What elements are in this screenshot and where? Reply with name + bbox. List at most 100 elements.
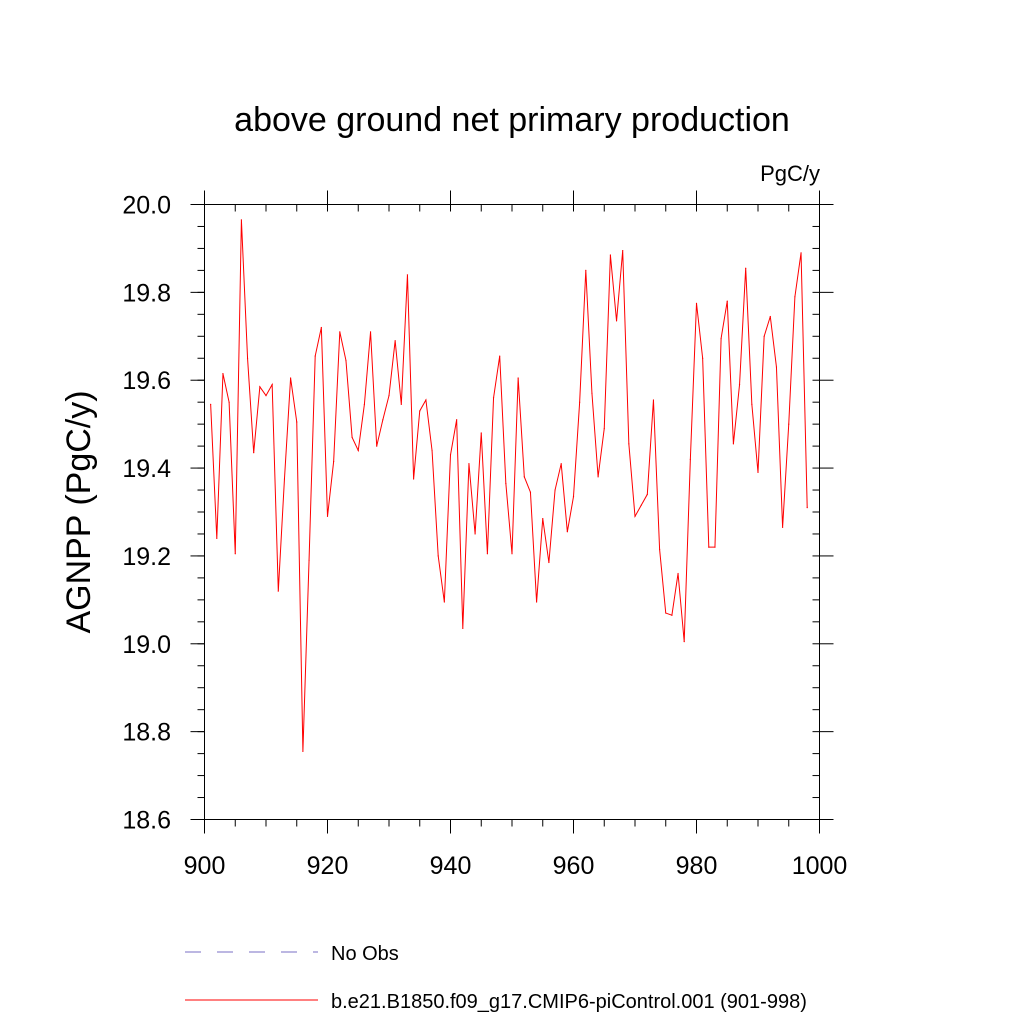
- y-tick-label: 19.0: [122, 631, 171, 659]
- y-tick-label: 19.8: [122, 279, 171, 307]
- data-point-970: [634, 515, 636, 517]
- data-point-912: [277, 590, 279, 592]
- data-point-953: [529, 491, 532, 493]
- data-point-943: [468, 463, 470, 465]
- data-point-984: [720, 337, 722, 340]
- x-tick-label: 980: [676, 852, 718, 880]
- data-point-994: [782, 526, 784, 528]
- data-point-950: [511, 553, 513, 555]
- data-point-936: [425, 399, 427, 401]
- data-point-969: [628, 443, 630, 445]
- data-point-938: [437, 555, 439, 557]
- data-point-963: [591, 392, 593, 394]
- y-axis-label: AGNPP (PgC/y): [60, 390, 98, 633]
- data-point-960: [572, 496, 575, 498]
- data-point-997: [800, 252, 802, 254]
- data-point-977: [677, 572, 679, 575]
- data-point-991: [763, 335, 765, 337]
- legend-label-picontrol: b.e21.B1850.f09_g17.CMIP6-piControl.001 …: [331, 991, 807, 1013]
- data-point-967: [615, 320, 618, 322]
- x-tick-label: 920: [307, 852, 349, 880]
- data-point-992: [769, 315, 771, 318]
- data-point-911: [271, 384, 273, 386]
- plot-frame: [204, 204, 820, 820]
- data-point-902: [216, 537, 218, 539]
- data-point-989: [751, 403, 753, 405]
- axis-ticks: [190, 190, 834, 834]
- data-point-978: [683, 640, 685, 643]
- axis-tick-labels: 900 920 940 960 980 1000 18.6 18.8 19.0 19.2 19.4 1…: [122, 192, 847, 881]
- data-point-987: [738, 384, 741, 386]
- data-point-961: [579, 401, 581, 403]
- data-point-975: [665, 612, 667, 614]
- data-point-949: [505, 482, 507, 485]
- data-point-942: [462, 627, 464, 630]
- data-series: [210, 219, 808, 753]
- data-point-930: [388, 394, 390, 397]
- units-label: PgC/y: [760, 161, 820, 186]
- data-point-917: [308, 559, 310, 561]
- legend: No Obs b.e21.B1850.f09_g17.CMIP6-piContr…: [185, 943, 807, 1013]
- x-tick-label: 940: [430, 852, 472, 880]
- data-point-948: [499, 355, 501, 357]
- y-tick-label: 19.4: [122, 455, 171, 483]
- data-point-985: [726, 300, 728, 302]
- data-point-934: [413, 478, 415, 480]
- data-point-947: [492, 397, 495, 399]
- data-point-926: [363, 403, 365, 405]
- data-point-913: [283, 478, 286, 480]
- data-point-945: [480, 432, 482, 434]
- data-point-952: [523, 476, 525, 478]
- data-point-951: [517, 377, 519, 379]
- y-tick-label: 19.2: [122, 543, 171, 571]
- chart-title: above ground net primary production: [234, 101, 790, 139]
- data-point-940: [449, 454, 452, 456]
- data-point-933: [406, 274, 409, 276]
- data-point-935: [419, 410, 421, 412]
- data-point-924: [351, 436, 353, 438]
- data-point-982: [708, 546, 710, 548]
- data-point-918: [314, 355, 316, 357]
- x-tick-label: 960: [553, 852, 595, 880]
- data-point-923: [345, 359, 347, 362]
- data-point-973: [652, 399, 655, 401]
- data-point-983: [714, 546, 716, 548]
- x-tick-label: 900: [184, 852, 226, 880]
- data-point-914: [290, 377, 292, 379]
- data-point-929: [382, 419, 384, 421]
- data-point-916: [302, 750, 304, 753]
- data-point-957: [554, 489, 556, 491]
- data-point-971: [640, 504, 642, 507]
- data-point-998: [806, 507, 808, 509]
- data-point-988: [745, 267, 747, 269]
- data-point-986: [732, 443, 735, 445]
- data-point-932: [400, 403, 402, 405]
- data-point-981: [702, 357, 704, 359]
- data-point-904: [228, 401, 230, 403]
- data-point-925: [357, 449, 359, 452]
- data-point-937: [431, 449, 433, 452]
- y-tick-label: 18.8: [122, 719, 171, 747]
- data-point-908: [253, 452, 255, 454]
- data-point-905: [234, 553, 236, 555]
- data-point-927: [369, 331, 372, 333]
- series-line: [210, 219, 808, 752]
- y-tick-label: 18.6: [122, 807, 171, 835]
- data-point-910: [265, 394, 267, 397]
- data-point-909: [259, 386, 261, 388]
- data-point-993: [775, 366, 778, 368]
- data-point-931: [394, 340, 396, 342]
- data-point-939: [443, 601, 445, 603]
- data-point-980: [695, 302, 698, 304]
- data-point-955: [542, 517, 544, 520]
- data-point-919: [320, 326, 322, 329]
- data-point-954: [536, 601, 538, 603]
- data-point-921: [333, 460, 335, 463]
- data-point-979: [689, 458, 691, 460]
- data-point-964: [597, 476, 599, 478]
- data-point-972: [646, 493, 648, 496]
- data-point-959: [566, 531, 568, 533]
- y-tick-label: 19.6: [122, 367, 171, 395]
- data-point-995: [788, 423, 790, 425]
- data-point-956: [548, 561, 550, 564]
